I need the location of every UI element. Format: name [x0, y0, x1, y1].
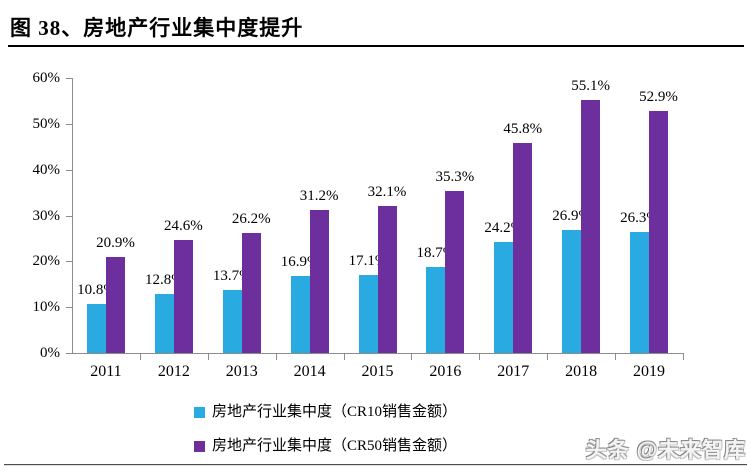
legend-item-cr50: 房地产行业集中度（CR50销售金额）	[194, 437, 457, 455]
bar-value-label: 35.3%	[435, 169, 475, 186]
y-tick	[66, 123, 72, 125]
y-axis	[72, 78, 73, 354]
bar-cr50-2018	[581, 100, 601, 353]
bottom-divider	[4, 464, 747, 466]
y-axis-tick-label: 30%	[32, 207, 61, 224]
y-tick	[66, 215, 72, 217]
x-axis-category-label: 2017	[497, 363, 530, 380]
bar-cr50-2014	[309, 210, 329, 353]
y-axis-tick-label: 40%	[32, 161, 61, 178]
bar-value-label: 20.9%	[96, 235, 135, 252]
bar-cr50-2012	[173, 240, 193, 353]
x-axis-category-label: 2019	[633, 363, 666, 380]
bar-value-label: 26.3%	[620, 210, 659, 227]
x-tick	[275, 354, 277, 360]
legend-swatch-cr10-icon	[194, 406, 205, 418]
x-axis-category-label: 2013	[225, 363, 258, 380]
bar-cr10-2013	[222, 290, 242, 353]
x-axis-category-label: 2014	[293, 363, 326, 380]
y-axis-tick-label: 20%	[32, 253, 61, 270]
legend-swatch-cr50-icon	[194, 440, 205, 452]
legend-label-cr10: 房地产行业集中度（CR10销售金额）	[212, 404, 458, 420]
y-tick	[66, 78, 72, 79]
bar-cr10-2017	[494, 242, 514, 353]
x-tick	[479, 354, 481, 360]
bar-cr50-2013	[241, 232, 261, 353]
x-tick	[207, 354, 209, 360]
bar-cr10-2011	[86, 303, 106, 353]
bar-cr10-2016	[426, 267, 446, 353]
title-underline	[8, 45, 744, 47]
bar-value-label: 26.2%	[231, 210, 271, 227]
x-axis-category-label: 2012	[157, 363, 190, 380]
y-axis-tick-label: 50%	[32, 115, 61, 132]
x-tick	[139, 354, 141, 360]
bar-value-label: 32.1%	[367, 183, 407, 200]
bar-cr50-2019	[649, 110, 669, 353]
x-axis-category-label: 2016	[429, 363, 462, 380]
bar-cr50-2011	[105, 257, 125, 353]
bar-value-label: 24.6%	[163, 218, 203, 235]
x-tick	[547, 354, 549, 360]
y-axis-tick-label: 0%	[40, 345, 60, 361]
bar-cr10-2018	[562, 229, 582, 353]
bar-value-label: 52.9%	[639, 88, 678, 105]
bar-cr50-2015	[377, 205, 397, 353]
legend-label-cr50: 房地产行业集中度（CR50销售金额）	[212, 438, 458, 454]
bar-value-label: 55.1%	[571, 78, 611, 95]
y-tick	[66, 261, 72, 263]
watermark: 头条 @未来智库	[585, 439, 746, 462]
bar-cr10-2014	[290, 275, 310, 353]
bar-cr10-2015	[358, 274, 378, 353]
bar-value-label: 45.8%	[503, 121, 543, 138]
y-axis-tick-label: 10%	[32, 299, 61, 316]
bar-cr50-2016	[445, 191, 465, 353]
x-axis-category-label: 2018	[565, 363, 598, 380]
x-tick	[411, 354, 413, 360]
bar-cr10-2012	[154, 294, 174, 353]
x-axis-category-label: 2015	[361, 363, 394, 380]
x-axis-category-label: 2011	[90, 363, 122, 380]
bar-cr50-2017	[513, 143, 533, 353]
y-tick	[66, 353, 72, 354]
bar-value-label: 18.7%	[416, 245, 456, 262]
legend-item-cr10: 房地产行业集中度（CR10销售金额）	[194, 403, 457, 421]
bar-cr10-2019	[630, 232, 650, 353]
x-tick	[615, 354, 617, 360]
x-tick	[683, 354, 684, 360]
x-tick	[343, 354, 345, 360]
figure-title: 图 38、房地产行业集中度提升	[10, 16, 304, 40]
x-axis	[72, 353, 684, 354]
y-tick	[66, 169, 72, 171]
y-tick	[66, 307, 72, 309]
bar-value-label: 31.2%	[299, 188, 339, 204]
y-axis-tick-label: 60%	[32, 70, 61, 86]
